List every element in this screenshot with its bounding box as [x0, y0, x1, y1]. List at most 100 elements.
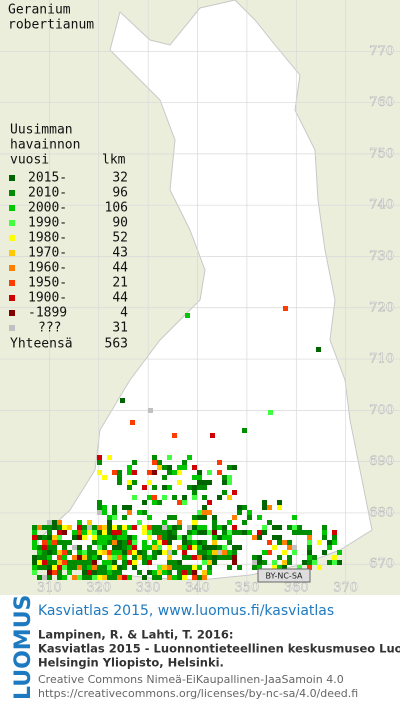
occurrence-cell	[217, 545, 222, 550]
occurrence-cell	[212, 545, 217, 550]
occurrence-cell	[272, 565, 277, 570]
x-tick-label: 320	[86, 581, 111, 596]
occurrence-cell	[62, 525, 67, 530]
occurrence-cell	[67, 560, 72, 565]
occurrence-cell	[177, 465, 182, 470]
occurrence-cell	[32, 540, 37, 545]
occurrence-cell	[132, 540, 137, 545]
occurrence-cell	[172, 550, 177, 555]
occurrence-cell	[167, 470, 172, 475]
occurrence-cell	[157, 550, 162, 555]
occurrence-cell	[197, 530, 202, 535]
occurrence-cell	[202, 510, 207, 515]
occurrence-cell	[112, 545, 117, 550]
occurrence-cell	[257, 555, 262, 560]
occurrence-cell	[207, 570, 212, 575]
y-tick-label: 670	[369, 557, 394, 572]
legend-header: Uusimman	[10, 123, 73, 138]
occurrence-cell	[167, 575, 172, 580]
occurrence-cell	[297, 530, 302, 535]
occurrence-cell	[187, 485, 192, 490]
occurrence-cell	[177, 520, 182, 525]
occurrence-cell	[97, 555, 102, 560]
occurrence-cell	[147, 570, 152, 575]
occurrence-cell	[182, 465, 187, 470]
occurrence-cell	[117, 480, 122, 485]
occurrence-cell	[182, 540, 187, 545]
occurrence-cell	[227, 535, 232, 540]
occurrence-cell	[267, 540, 272, 545]
occurrence-cell	[322, 525, 327, 530]
occurrence-cell	[112, 515, 117, 520]
occurrence-cell	[122, 505, 127, 510]
occurrence-cell	[132, 550, 137, 555]
occurrence-cell	[102, 560, 107, 565]
occurrence-cell	[147, 535, 152, 540]
y-tick-label: 680	[369, 505, 394, 520]
occurrence-cell	[172, 575, 177, 580]
occurrence-cell	[182, 500, 187, 505]
occurrence-cell	[162, 485, 167, 490]
occurrence-cell	[62, 560, 67, 565]
occurrence-cell	[257, 535, 262, 540]
occurrence-cell	[227, 565, 232, 570]
occurrence-cell	[217, 460, 222, 465]
occurrence-cell	[62, 555, 67, 560]
occurrence-cell	[172, 560, 177, 565]
citation: Helsingin Yliopisto, Helsinki.	[38, 656, 224, 670]
occurrence-cell	[202, 515, 207, 520]
occurrence-cell	[87, 525, 92, 530]
occurrence-cell	[197, 545, 202, 550]
occurrence-cell	[227, 465, 232, 470]
occurrence-cell	[337, 560, 342, 565]
x-tick-label: 350	[234, 581, 259, 596]
occurrence-cell	[222, 530, 227, 535]
occurrence-cell	[167, 555, 172, 560]
occurrence-cell	[152, 570, 157, 575]
occurrence-cell	[107, 520, 112, 525]
occurrence-cell	[177, 560, 182, 565]
occurrence-cell	[92, 560, 97, 565]
occurrence-cell	[62, 545, 67, 550]
occurrence-cell	[157, 565, 162, 570]
occurrence-cell	[182, 565, 187, 570]
occurrence-cell	[47, 520, 52, 525]
occurrence-cell	[122, 550, 127, 555]
occurrence-cell	[232, 515, 237, 520]
occurrence-cell	[97, 565, 102, 570]
occurrence-cell	[272, 525, 277, 530]
occurrence-cell	[202, 495, 207, 500]
occurrence-cell	[82, 530, 87, 535]
occurrence-cell	[202, 525, 207, 530]
occurrence-cell	[283, 306, 288, 311]
occurrence-cell	[337, 550, 342, 555]
occurrence-cell	[67, 525, 72, 530]
occurrence-cell	[102, 475, 107, 480]
legend-label: 1960-	[28, 261, 67, 276]
occurrence-cell	[152, 495, 157, 500]
occurrence-cell	[52, 540, 57, 545]
occurrence-cell	[52, 520, 57, 525]
occurrence-cell	[307, 530, 312, 535]
occurrence-cell	[222, 480, 227, 485]
occurrence-cell	[47, 570, 52, 575]
occurrence-cell	[77, 535, 82, 540]
occurrence-cell	[177, 535, 182, 540]
occurrence-cell	[292, 530, 297, 535]
occurrence-cell	[242, 520, 247, 525]
occurrence-cell	[212, 550, 217, 555]
occurrence-cell	[177, 575, 182, 580]
occurrence-cell	[172, 535, 177, 540]
occurrence-cell	[82, 535, 87, 540]
occurrence-cell	[72, 565, 77, 570]
occurrence-cell	[117, 570, 122, 575]
occurrence-cell	[32, 525, 37, 530]
occurrence-cell	[182, 570, 187, 575]
occurrence-cell	[247, 510, 252, 515]
occurrence-cell	[112, 575, 117, 580]
occurrence-cell	[207, 470, 212, 475]
species-title: robertianum	[8, 18, 94, 33]
occurrence-cell	[212, 560, 217, 565]
occurrence-cell	[137, 520, 142, 525]
occurrence-cell	[127, 465, 132, 470]
